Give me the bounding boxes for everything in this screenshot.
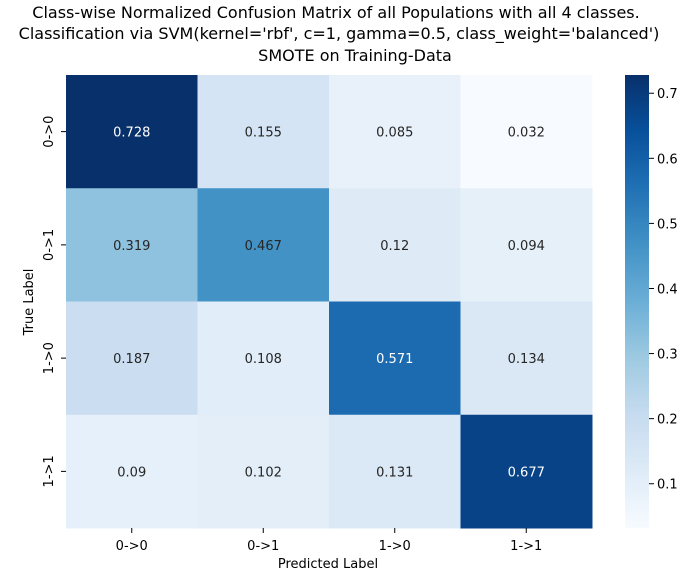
chart-title-line-3: SMOTE on Training-Data — [258, 46, 452, 65]
x-tick-label: 1->0 — [379, 539, 411, 554]
heatmap-cell-r3-c2 — [329, 414, 461, 529]
heatmap-cell-r0-c1 — [197, 75, 330, 189]
y-tick-label: 0->1 — [42, 229, 57, 261]
heatmap-value-label: 0.094 — [508, 239, 545, 254]
heatmap-cell-labels: 0.728 0.155 0.085 0.032 0.319 0.467 0.12 0.094 0… — [113, 126, 545, 481]
heatmap-cell-r2-c0 — [66, 301, 198, 416]
heatmap-value-label: 0.155 — [245, 126, 282, 141]
heatmap-cell-r0-c0 — [66, 75, 198, 189]
colorbar-tick-label: 0.1 — [657, 478, 678, 493]
heatmap-value-label: 0.09 — [117, 465, 146, 480]
heatmap-value-label: 0.187 — [113, 352, 150, 367]
heatmap-value-label: 0.108 — [245, 352, 282, 367]
heatmap-cell-r3-c3 — [460, 414, 593, 529]
heatmap-value-label: 0.12 — [380, 239, 409, 254]
y-tick-label: 0->0 — [42, 116, 57, 148]
y-axis-ticks: 0->0 0->1 1->0 1->1 — [42, 116, 66, 487]
y-tick-label: 1->1 — [42, 455, 57, 487]
heatmap-value-label: 0.319 — [113, 239, 150, 254]
heatmap-cell-r2-c2 — [329, 301, 461, 416]
chart-title-line-2: Classification via SVM(kernel='rbf', c=1… — [19, 24, 660, 44]
colorbar-ticks: 0.1 0.2 0.3 0.4 0.5 0.6 0.7 — [649, 87, 678, 493]
heatmap-cell-r2-c3 — [460, 301, 593, 416]
x-tick-label: 1->1 — [510, 539, 542, 554]
heatmap-cell-r1-c0 — [66, 188, 198, 302]
heatmap-cell-r1-c3 — [460, 188, 593, 302]
heatmap-value-label: 0.085 — [376, 126, 413, 141]
heatmap-cell-r0-c3 — [460, 75, 593, 189]
x-tick-label: 0->1 — [247, 539, 279, 554]
heatmap-value-label: 0.467 — [245, 239, 282, 254]
heatmap-value-label: 0.677 — [508, 465, 545, 480]
heatmap-value-label: 0.131 — [376, 465, 413, 480]
colorbar-tick-label: 0.5 — [657, 217, 678, 232]
heatmap-cell-r3-c1 — [197, 414, 330, 529]
y-axis-label: True Label — [22, 269, 37, 337]
x-axis-ticks: 0->0 0->1 1->0 1->1 — [116, 528, 542, 554]
heatmap-cell-r2-c1 — [197, 301, 330, 416]
heatmap-value-label: 0.571 — [376, 352, 413, 367]
heatmap-value-label: 0.102 — [245, 465, 282, 480]
heatmap-value-label: 0.728 — [113, 126, 150, 141]
colorbar-tick-label: 0.7 — [657, 87, 678, 102]
heatmap-value-label: 0.134 — [508, 352, 545, 367]
y-tick-label: 1->0 — [42, 342, 57, 374]
heatmap-cell-r0-c2 — [329, 75, 461, 189]
x-axis-label: Predicted Label — [278, 557, 378, 572]
colorbar-tick-label: 0.4 — [657, 282, 678, 297]
heatmap-value-label: 0.032 — [508, 126, 545, 141]
x-tick-label: 0->0 — [116, 539, 148, 554]
colorbar-tick-label: 0.3 — [657, 348, 678, 363]
colorbar-tick-label: 0.6 — [657, 152, 678, 167]
heatmap-cell-r1-c1 — [197, 188, 330, 302]
colorbar — [625, 75, 649, 528]
heatmap-cell-r1-c2 — [329, 188, 461, 302]
colorbar-tick-label: 0.2 — [657, 413, 678, 428]
chart-title-line-1: Class-wise Normalized Confusion Matrix o… — [32, 3, 639, 22]
heatmap-cell-r3-c0 — [66, 414, 198, 529]
heatmap-cells — [66, 75, 593, 529]
